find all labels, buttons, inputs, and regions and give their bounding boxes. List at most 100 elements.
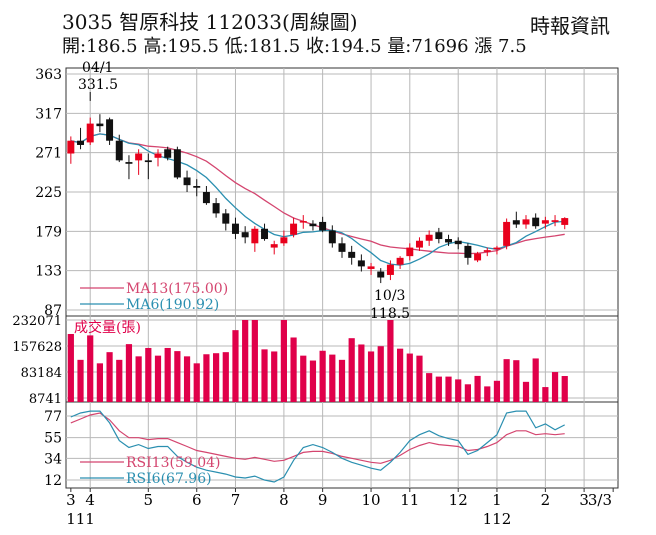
x-tick-label: 12	[449, 491, 468, 509]
rsi-y-tick-label: 77	[44, 409, 62, 425]
candle-body	[193, 186, 201, 188]
candle	[425, 230, 433, 246]
candle	[154, 149, 162, 167]
candle-body	[435, 232, 443, 240]
candle-body	[251, 228, 259, 244]
ohlc-summary: 開:186.5 高:195.5 低:181.5 收:194.5 量:71696 …	[62, 36, 527, 57]
volume-bar	[493, 380, 501, 402]
price-y-tick-label: 271	[35, 146, 62, 162]
candle	[483, 247, 491, 257]
candle	[406, 243, 414, 261]
candle	[415, 237, 423, 251]
candle-body	[299, 221, 307, 223]
candle-body	[173, 149, 181, 178]
high-value-label: 331.5	[78, 77, 118, 93]
candle-body	[270, 244, 278, 248]
volume-bar	[561, 376, 568, 402]
candle	[551, 215, 559, 227]
volume-bar	[222, 352, 229, 402]
candle-body	[328, 230, 336, 244]
candle	[522, 215, 530, 229]
candle	[251, 226, 259, 252]
low-date-label: 10/3	[374, 288, 405, 304]
ma13-line	[70, 133, 565, 255]
volume-bar	[242, 320, 249, 402]
candle-body	[551, 220, 559, 222]
candle	[241, 226, 249, 244]
volume-bar	[532, 358, 539, 402]
volume-bar	[406, 353, 413, 402]
volume-bar	[213, 353, 220, 402]
volume-bar	[87, 335, 94, 402]
chart-period: (周線圖)	[281, 10, 358, 34]
volume-bar	[484, 386, 491, 402]
candle-body	[115, 140, 123, 161]
candle-body	[522, 219, 530, 225]
candle	[96, 114, 104, 133]
candle-body	[474, 253, 482, 261]
rsi-y-tick-label: 55	[44, 431, 62, 447]
volume-y-tick-label: 157628	[12, 340, 62, 355]
candle-body	[290, 223, 298, 235]
candle-body	[261, 228, 269, 240]
price-y-tick-label: 225	[35, 185, 62, 201]
volume-bar	[387, 320, 394, 402]
candle	[67, 136, 75, 164]
volume-bar	[232, 330, 239, 402]
candle-body	[96, 123, 104, 127]
candle-body	[415, 240, 423, 248]
candle-body	[483, 250, 491, 252]
candle	[164, 146, 172, 161]
volume-bar	[377, 346, 384, 402]
candle-body	[319, 221, 327, 231]
candle-body	[512, 220, 520, 225]
rsi-y-tick-label: 34	[44, 451, 62, 467]
candle-body	[532, 217, 540, 227]
candle-body	[86, 123, 94, 143]
candle-body	[309, 223, 317, 227]
candle	[532, 213, 540, 229]
candle	[106, 117, 114, 145]
candle	[135, 149, 143, 175]
candle	[299, 215, 307, 229]
candle	[144, 153, 152, 180]
candle-body	[541, 220, 549, 224]
candle-body	[154, 153, 162, 158]
candle	[357, 254, 365, 272]
candle	[309, 220, 317, 231]
candle	[115, 134, 123, 163]
candle-body	[125, 162, 133, 164]
volume-bar	[251, 320, 258, 402]
volume-bar	[106, 352, 113, 402]
candle	[231, 217, 239, 240]
candle	[183, 170, 191, 192]
price-y-tick-label: 87	[44, 303, 62, 319]
price-y-tick-label: 363	[35, 67, 62, 83]
volume-bar	[309, 360, 317, 402]
volume-bar	[542, 387, 549, 402]
volume-bar	[261, 349, 268, 402]
volume-bar	[154, 355, 162, 402]
candle-body	[425, 234, 433, 241]
x-tick-label: 6	[192, 491, 202, 509]
candle	[445, 234, 453, 246]
candle-body	[406, 247, 414, 257]
rsi-legend-label: RSI13(59.04)	[126, 455, 220, 471]
volume-bar	[96, 363, 103, 402]
volume-bar	[174, 351, 181, 402]
candle-body	[67, 140, 75, 154]
volume-bar	[348, 338, 355, 402]
x-tick-label: 5	[144, 491, 154, 509]
candle-body	[357, 260, 365, 267]
x-tick-label: 11	[400, 491, 419, 509]
volume-title: 成交量(張)	[74, 319, 141, 336]
volume-bar	[183, 356, 191, 402]
candle	[541, 216, 549, 229]
volume-bar	[329, 354, 336, 402]
candle	[125, 155, 133, 180]
volume-bar	[358, 344, 365, 402]
x-tick-label: 9	[318, 491, 328, 509]
price-y-tick-label: 133	[35, 264, 62, 280]
candle-body	[454, 240, 462, 245]
